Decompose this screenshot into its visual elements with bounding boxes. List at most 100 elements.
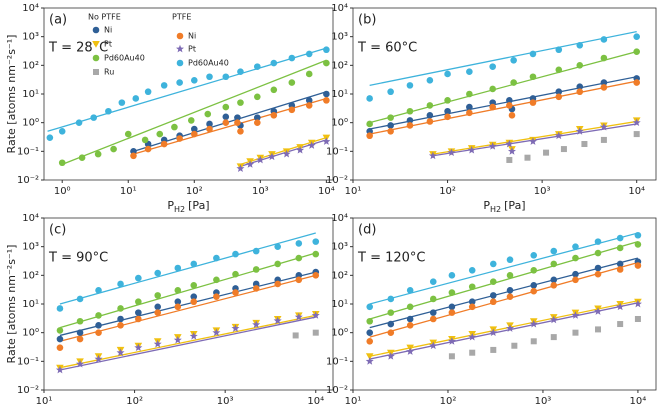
point xyxy=(222,73,230,81)
point xyxy=(600,54,608,62)
point xyxy=(616,266,624,273)
point xyxy=(160,140,168,148)
point xyxy=(323,59,330,67)
point xyxy=(95,329,102,336)
point xyxy=(154,292,162,299)
point xyxy=(447,337,456,345)
fit-line xyxy=(369,80,637,135)
point xyxy=(190,298,198,306)
point xyxy=(267,152,276,161)
legend-label: Ni xyxy=(104,26,112,35)
point xyxy=(560,146,567,153)
point xyxy=(56,335,64,343)
point xyxy=(58,159,66,167)
point xyxy=(572,254,579,262)
point xyxy=(117,280,124,288)
point xyxy=(406,347,415,355)
point xyxy=(489,103,496,111)
point xyxy=(466,109,473,117)
point xyxy=(232,289,239,296)
legend-label: Pt xyxy=(104,40,112,49)
point xyxy=(206,120,213,128)
point xyxy=(187,117,195,124)
x-tick-label: 10⁴ xyxy=(630,396,647,406)
fit-line xyxy=(369,257,639,329)
y-tick-label: 10² xyxy=(22,270,39,281)
point xyxy=(406,315,414,323)
point xyxy=(117,322,124,329)
legend-label: Pt xyxy=(188,45,196,54)
point xyxy=(270,112,278,119)
point xyxy=(118,99,126,106)
legend-marker xyxy=(176,32,184,40)
point xyxy=(468,303,476,311)
y-tick-label: 10⁴ xyxy=(331,213,348,224)
point xyxy=(550,247,558,255)
point xyxy=(572,243,579,250)
point xyxy=(117,305,124,312)
point xyxy=(160,82,168,89)
point xyxy=(555,46,563,54)
point xyxy=(95,322,102,329)
annotation: T = 60°C xyxy=(357,41,417,56)
y-tick-label: 10⁻² xyxy=(17,175,39,186)
point xyxy=(274,260,281,268)
point xyxy=(144,145,152,153)
point xyxy=(292,332,299,339)
x-label-unit: [Pa] xyxy=(188,199,209,212)
point xyxy=(600,136,607,143)
point xyxy=(154,303,162,311)
point xyxy=(46,134,54,141)
y-tick-label: 10³ xyxy=(331,32,348,43)
point xyxy=(176,135,183,142)
point xyxy=(134,343,143,352)
point xyxy=(56,305,64,312)
point xyxy=(581,141,588,148)
point xyxy=(312,250,320,258)
point xyxy=(429,295,437,303)
point xyxy=(124,130,132,138)
x-label-sub: H2 xyxy=(174,205,185,214)
point xyxy=(76,317,84,325)
point xyxy=(616,234,624,242)
point xyxy=(58,127,66,135)
point xyxy=(231,324,240,332)
y-tick-label: 10³ xyxy=(22,32,39,43)
point xyxy=(270,86,278,94)
y-tick-label: 10⁻¹ xyxy=(17,146,39,157)
point xyxy=(386,352,395,360)
point xyxy=(429,309,437,316)
point xyxy=(506,156,513,163)
point xyxy=(254,119,261,126)
point xyxy=(311,311,320,319)
point xyxy=(571,311,580,319)
point xyxy=(387,295,395,303)
point xyxy=(576,62,584,69)
point xyxy=(429,341,438,350)
point xyxy=(130,152,137,160)
point xyxy=(232,270,239,278)
x-tick-label: 10² xyxy=(126,396,143,406)
point xyxy=(528,137,537,145)
point xyxy=(135,274,142,282)
point xyxy=(575,127,584,135)
point xyxy=(524,154,531,161)
x-tick-label: 10¹ xyxy=(345,186,362,197)
point xyxy=(76,295,84,303)
point xyxy=(213,293,220,300)
point xyxy=(305,102,313,109)
point xyxy=(616,302,625,311)
x-tick-label: 10¹ xyxy=(120,186,137,197)
point xyxy=(572,329,579,336)
point xyxy=(634,231,642,239)
point xyxy=(466,90,473,98)
point xyxy=(288,106,296,114)
point xyxy=(323,90,330,98)
point xyxy=(555,93,563,101)
fit-line xyxy=(59,252,316,329)
point xyxy=(507,147,516,155)
legend-label: Ni xyxy=(188,32,196,41)
point xyxy=(254,114,261,121)
y-tick-label: 10⁻¹ xyxy=(17,356,39,367)
point xyxy=(295,254,303,262)
